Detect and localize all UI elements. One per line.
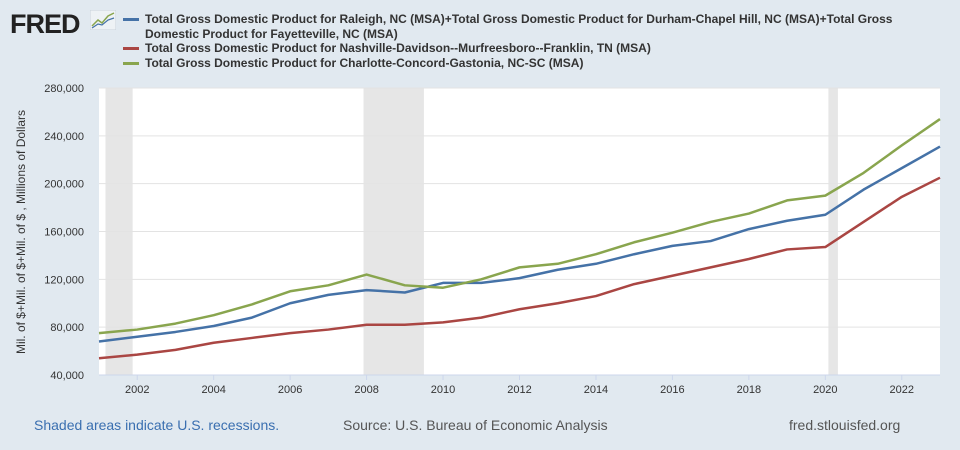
y-axis-label: Mil. of $+Mil. of $+Mil. of $ , Millions… [14,110,28,354]
line-chart: Mil. of $+Mil. of $+Mil. of $ , Millions… [14,83,941,396]
legend-label: Total Gross Domestic Product for Charlot… [145,55,584,70]
recession-note-link[interactable]: Shaded areas indicate U.S. recessions. [34,417,280,433]
series-line-0 [98,145,941,343]
y-tick-label: 280,000 [44,83,84,95]
legend-label: Total Gross Domestic Product for Nashvil… [145,41,651,55]
x-tick-label: 2022 [890,384,914,396]
fred-logo[interactable]: FRED [10,9,80,39]
series-line-2 [98,118,941,335]
x-tick-label: 2016 [660,384,684,396]
y-tick-label: 160,000 [44,227,84,239]
fred-site-link[interactable]: fred.stlouisfed.org [789,417,901,433]
y-tick-label: 80,000 [50,322,84,334]
legend-swatch [123,47,139,50]
source-text: Source: U.S. Bureau of Economic Analysis [343,417,608,433]
legend: Total Gross Domestic Product for Raleigh… [123,12,923,70]
x-tick-label: 2008 [354,384,378,396]
y-tick-label: 200,000 [44,179,84,191]
x-tick-label: 2014 [584,384,608,396]
legend-swatch [123,61,139,65]
x-tick-label: 2018 [737,384,761,396]
x-tick-label: 2006 [278,384,302,396]
fred-chart-logo-icon [90,10,116,30]
legend-item-raleigh[interactable]: Total Gross Domestic Product for Raleigh… [123,12,923,41]
x-tick-label: 2004 [201,384,225,396]
y-tick-label: 40,000 [50,370,84,382]
series-line-1 [98,176,941,360]
legend-item-nashville[interactable]: Total Gross Domestic Product for Nashvil… [123,41,923,56]
legend-label: Total Gross Domestic Product for Raleigh… [145,12,893,41]
legend-item-charlotte[interactable]: Total Gross Domestic Product for Charlot… [123,56,923,71]
x-tick-label: 2020 [813,384,837,396]
y-tick-label: 240,000 [44,131,84,143]
x-tick-label: 2012 [507,384,531,396]
x-tick-label: 2010 [431,384,455,396]
x-tick-label: 2002 [125,384,149,396]
y-tick-label: 120,000 [44,274,84,286]
legend-swatch [123,18,139,21]
